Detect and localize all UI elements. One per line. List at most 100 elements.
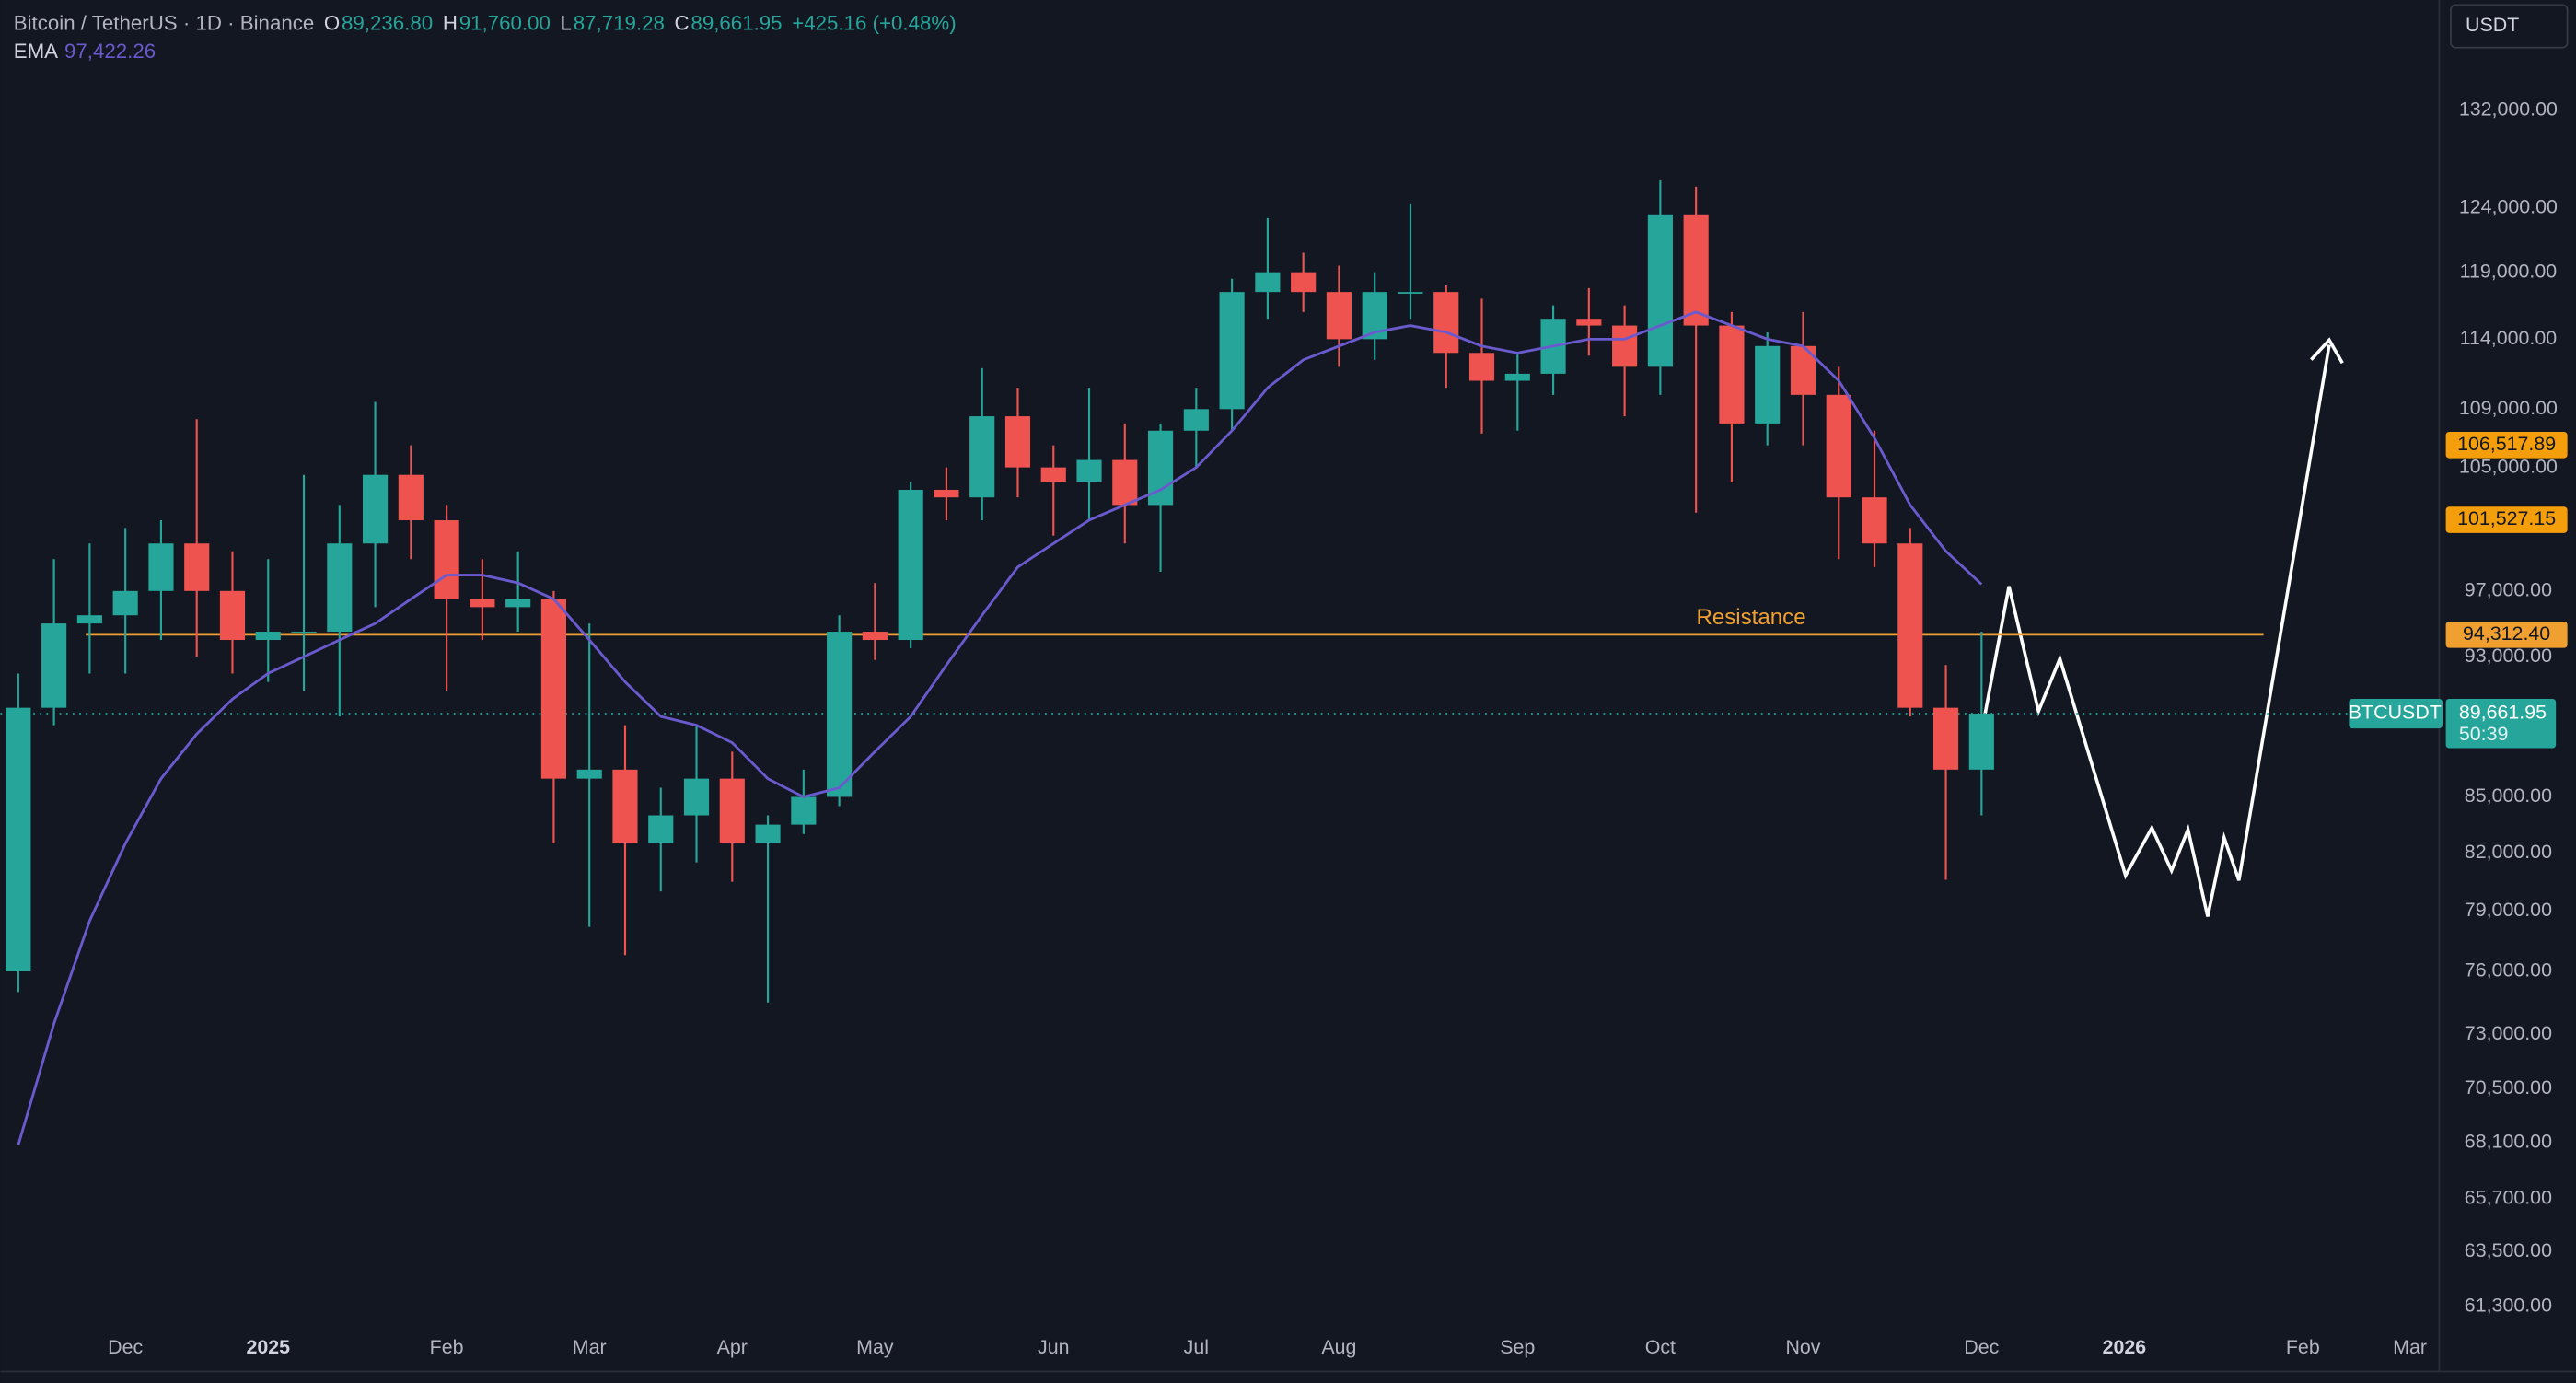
candle-body <box>219 590 246 641</box>
x-tick-label: Dec <box>108 1336 143 1358</box>
candle-body <box>1291 272 1317 293</box>
candle-body <box>1004 416 1031 468</box>
x-tick-label: Feb <box>430 1336 464 1358</box>
price-label-box <box>2445 432 2568 459</box>
y-tick-label: 119,000.00 <box>2460 260 2558 282</box>
y-tick-label: 93,000.00 <box>2465 645 2552 667</box>
candle-body <box>1968 714 1994 770</box>
projection-arrowhead <box>2310 337 2344 365</box>
candle-body <box>1255 272 1281 293</box>
currency[interactable]: USDT <box>2466 14 2519 36</box>
candle-body <box>1326 292 1352 340</box>
projection-path <box>1982 344 2331 917</box>
candle-body <box>291 632 317 633</box>
y-tick-label: 61,300.00 <box>2465 1295 2552 1317</box>
candle-body <box>1219 292 1245 410</box>
x-tick-label: 2026 <box>2103 1336 2147 1358</box>
x-tick-label: May <box>856 1336 894 1358</box>
last-price-name-box <box>2349 698 2443 729</box>
candle-body <box>540 599 567 779</box>
candle-body <box>1932 707 1959 770</box>
candle-body <box>1826 394 1851 498</box>
x-tick-label: Mar <box>2393 1336 2427 1358</box>
ema-line <box>17 310 1983 1145</box>
candle-body <box>505 599 531 608</box>
candle-body <box>1576 319 1602 326</box>
candle-body <box>934 489 959 498</box>
candle-body <box>1755 345 1781 424</box>
candle-body <box>148 543 174 591</box>
y-tick-label: 70,500.00 <box>2465 1076 2552 1098</box>
candle-body <box>648 815 674 844</box>
currency-button[interactable] <box>2450 4 2569 49</box>
x-tick-label: Dec <box>1964 1336 1999 1358</box>
ohlc-value: 89,661.95 <box>690 12 782 35</box>
y-tick-label: 68,100.00 <box>2465 1131 2552 1153</box>
candle-body <box>1862 497 1887 544</box>
y-tick-label: 114,000.00 <box>2460 327 2558 349</box>
candle-body <box>1398 292 1423 294</box>
candle-body <box>898 489 923 641</box>
price-label-box <box>2445 506 2568 533</box>
x-tick-label: Feb <box>2286 1336 2320 1358</box>
candle-body <box>1897 543 1923 708</box>
candle-body <box>1040 467 1066 482</box>
ohlc-label: L <box>561 12 572 35</box>
candle-body <box>683 778 710 816</box>
candle-body <box>1112 459 1138 506</box>
candle-body <box>363 474 389 544</box>
x-tick-label: Jun <box>1038 1336 1070 1358</box>
ohlc-label: C <box>675 12 690 35</box>
y-tick-label: 63,500.00 <box>2465 1239 2552 1261</box>
x-tick-label: Mar <box>573 1336 607 1358</box>
candle-body <box>255 632 281 641</box>
indicator-name: EMA <box>14 40 58 63</box>
candle-body <box>6 707 31 971</box>
candle-body <box>327 543 353 633</box>
candle-body <box>755 824 781 844</box>
price-label-text: 106,517.89 <box>2457 433 2556 455</box>
x-tick-label: Aug <box>1321 1336 1356 1358</box>
candle-body <box>719 778 745 844</box>
candle-body <box>612 769 638 844</box>
candle-body <box>827 632 853 797</box>
symbol: Bitcoin / TetherUS · 1D · Binance <box>14 12 315 35</box>
countdown: 50:39 <box>2459 723 2509 745</box>
y-tick-label: 97,000.00 <box>2465 578 2552 600</box>
x-tick-label: Apr <box>717 1336 748 1358</box>
candle-body <box>1468 353 1495 381</box>
y-tick-label: 109,000.00 <box>2459 397 2558 419</box>
price-label-text: 101,527.15 <box>2457 507 2556 529</box>
candle-body <box>1504 373 1530 381</box>
resistance-tag-text: 94,312.40 <box>2463 622 2550 645</box>
ohlc-value: 87,719.28 <box>574 12 665 35</box>
change: +425.16 (+0.48%) <box>792 12 956 35</box>
x-tick-label: Nov <box>1785 1336 1820 1358</box>
candle-body <box>1683 214 1709 326</box>
y-tick-label: 124,000.00 <box>2459 196 2558 218</box>
x-tick-label: 2025 <box>246 1336 290 1358</box>
y-tick-label: 76,000.00 <box>2465 959 2552 982</box>
ohlc-values: O 89,236.80 H 91,760.00 L 87,719.28 C 89,661.95… <box>324 12 957 35</box>
ohlc-label: H <box>443 12 458 35</box>
candle-body <box>1183 409 1209 431</box>
candle-body <box>862 632 888 641</box>
y-tick-label: 73,000.00 <box>2465 1022 2552 1044</box>
candle-body <box>434 520 459 599</box>
x-tick-label: Oct <box>1645 1336 1676 1358</box>
candle-body <box>1433 292 1459 354</box>
resistance-tag-box <box>2445 622 2568 648</box>
candle-body <box>1647 214 1673 367</box>
y-tick-label: 82,000.00 <box>2465 841 2552 863</box>
last-price-box <box>2445 698 2557 749</box>
candle-body <box>969 416 995 498</box>
ohlc-value: 91,760.00 <box>459 12 551 35</box>
last-price-value: 89,661.95 <box>2459 702 2547 724</box>
y-tick-label: 85,000.00 <box>2465 784 2552 807</box>
candle-body <box>1612 325 1638 367</box>
candle-body <box>41 623 67 708</box>
candle-body <box>184 543 210 591</box>
